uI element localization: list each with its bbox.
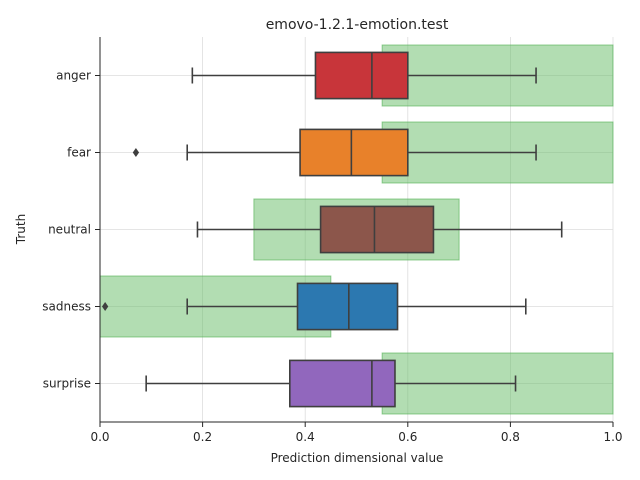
x-tick-label: 0.8 — [501, 430, 520, 444]
y-tick-label: sadness — [42, 300, 91, 314]
y-ticks: anger fear neutral sadness surprise — [42, 69, 100, 391]
x-tick-label: 0.6 — [398, 430, 417, 444]
y-tick-label: anger — [56, 69, 91, 83]
box-surprise — [145, 359, 517, 408]
box-body — [314, 51, 409, 100]
y-tick-label: fear — [67, 146, 91, 160]
outlier-point — [132, 148, 140, 157]
boxes — [101, 51, 563, 408]
x-tick-label: 0.0 — [90, 430, 109, 444]
chart-title: emovo-1.2.1-emotion.test — [266, 17, 449, 33]
x-tick-label: 0.2 — [193, 430, 212, 444]
y-tick-label: neutral — [48, 223, 91, 237]
box-sadness — [101, 282, 527, 331]
y-axis-label: Truth — [14, 214, 28, 245]
x-ticks: 0.0 0.2 0.4 0.6 0.8 1.0 — [90, 422, 623, 444]
outlier-point — [101, 302, 109, 311]
box-body — [296, 282, 399, 331]
box-neutral — [196, 205, 563, 254]
box-anger — [191, 51, 537, 100]
x-axis-label: Prediction dimensional value — [271, 451, 444, 465]
box-body — [299, 128, 409, 177]
box-body — [319, 205, 435, 254]
x-tick-label: 1.0 — [603, 430, 622, 444]
box-fear — [132, 128, 537, 177]
box-body — [289, 359, 396, 408]
x-tick-label: 0.4 — [296, 430, 315, 444]
y-tick-label: surprise — [43, 377, 91, 391]
